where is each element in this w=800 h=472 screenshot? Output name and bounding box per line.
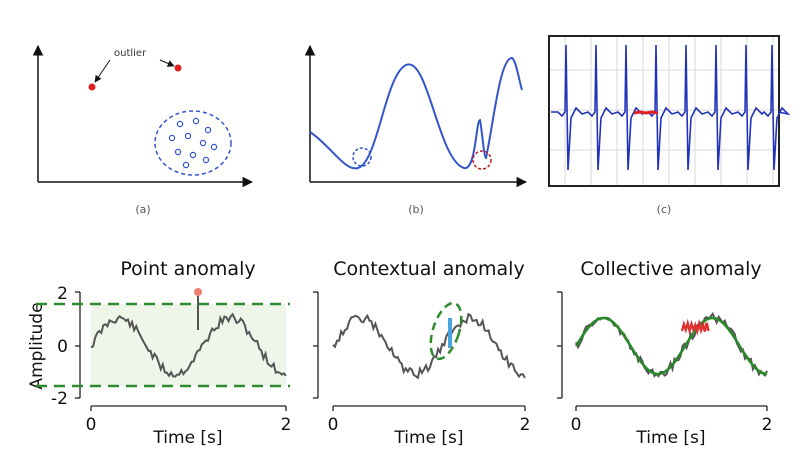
- xlabel-p3: Time [s]: [635, 428, 705, 448]
- y-axis-label: Amplitude: [27, 302, 47, 389]
- xtick-0-p1: 0: [86, 415, 97, 435]
- ecg-collective-anomaly: [633, 110, 659, 115]
- bottom-panel-collective: Collective anomaly 0 2 Time [s]: [557, 258, 772, 448]
- contextual-anomaly-marker: [472, 150, 492, 170]
- outlier-label: outlier: [114, 48, 147, 59]
- outlier-arrow-right: [159, 59, 175, 67]
- outlier-arrow-left: [94, 59, 111, 83]
- title-contextual-anomaly: Contextual anomaly: [333, 258, 524, 280]
- expected-fit-curve: [574, 316, 768, 376]
- xtick-2-p2: 2: [520, 415, 531, 435]
- xtick-0-p3: 0: [571, 415, 582, 435]
- signal-contextual-panel: [332, 312, 526, 380]
- collective-anomaly-segment: [680, 318, 710, 336]
- contextual-anomaly-region: [429, 301, 463, 361]
- normal-dip-marker: [352, 147, 372, 167]
- xtick-0-p2: 0: [328, 415, 339, 435]
- bottom-panel-point: Point anomaly 2 0 -2 0 2 Time [s]: [36, 258, 291, 448]
- sketch-signal: [309, 56, 523, 170]
- xtick-2-p3: 2: [762, 415, 773, 435]
- ytick-bottom: -2: [51, 389, 68, 409]
- signal-point-panel: [90, 312, 287, 378]
- xtick-2-p1: 2: [281, 415, 292, 435]
- title-point-anomaly: Point anomaly: [120, 258, 255, 280]
- normal-cluster-boundary: [154, 110, 232, 176]
- title-collective-anomaly: Collective anomaly: [580, 258, 761, 280]
- ecg-signal: [551, 44, 791, 171]
- normal-cluster-points: [168, 117, 218, 169]
- panel-c: (c): [548, 35, 791, 216]
- ytick-mid: 0: [57, 337, 68, 357]
- caption-a: (a): [135, 203, 150, 216]
- outlier-point-right: [174, 64, 182, 72]
- caption-c: (c): [657, 203, 672, 216]
- bottom-panel-contextual: Contextual anomaly 0 2 Time [s]: [313, 258, 530, 448]
- ytick-top: 2: [57, 284, 68, 304]
- xlabel-p1: Time [s]: [152, 428, 222, 448]
- outlier-point-left: [88, 83, 96, 91]
- xlabel-p2: Time [s]: [393, 428, 463, 448]
- panel-b: (b): [304, 44, 528, 216]
- point-anomaly-marker: [194, 288, 202, 296]
- caption-b: (b): [408, 203, 424, 216]
- panel-a: outlier (a): [32, 44, 254, 216]
